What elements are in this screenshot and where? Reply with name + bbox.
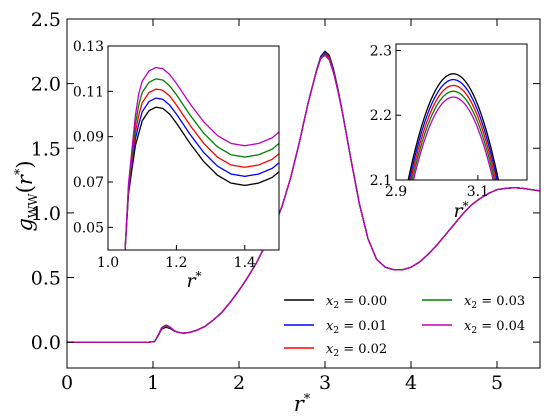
inset-right-y-tick-label: 2.2 [370,108,392,124]
legend-label-0: x2 = 0.00 [326,294,387,311]
inset-left-y-tick-label: 0.11 [73,84,104,100]
y-tick-label: 1.0 [31,203,61,225]
x-axis-label: r* [294,392,311,416]
y-tick-label: 1.5 [31,138,61,160]
inset-left-y-tick-label: 0.05 [73,220,104,236]
inset-left-series-line-4 [124,66,279,250]
main-series-line-4 [67,54,541,343]
inset-left-y-tick-label: 0.09 [73,130,104,146]
x-tick-label: 1 [147,372,159,394]
inset-left-x-axis-label: r* [186,269,201,292]
y-tick-label: 2.0 [31,74,61,96]
inset-right-frame [395,43,528,181]
inset-right-y-tick-label: 2.1 [370,173,392,189]
x-tick-label: 5 [491,372,503,394]
inset-right-lines [407,73,500,180]
x-tick-label: 2 [233,372,245,394]
legend-label-1: x2 = 0.01 [326,319,387,336]
legend-label-2: x2 = 0.02 [326,342,387,359]
inset-right-series-line-1 [408,78,498,180]
main-plot-frame [66,18,541,369]
x-tick-label: 0 [61,372,73,394]
inset-left-series-line-1 [124,97,279,250]
legend-label-4: x2 = 0.04 [464,319,525,336]
y-tick-label: 0.5 [31,268,61,290]
inset-left-x-tick-label: 1.0 [97,255,119,271]
legend-label-3: x2 = 0.03 [464,294,525,311]
y-tick-label: 0.0 [31,332,61,354]
inset-left-y-tick-label: 0.13 [73,39,104,55]
inset-left-x-tick-label: 1.4 [234,255,256,271]
inset-right-series-line-0 [407,73,500,180]
inset-left-frame [107,45,280,251]
inset-left-x-tick-label: 1.2 [165,255,187,271]
inset-left-series-line-2 [124,88,279,250]
inset-right-x-tick-label: 3.1 [467,184,489,200]
inset-right-x-axis-label: r* [453,199,468,222]
inset-right-series-line-3 [411,90,496,180]
inset-left-series-line-3 [124,78,279,250]
inset-left-series-line-0 [124,106,279,250]
inset-right-series-line-4 [412,96,494,180]
inset-left-y-tick-label: 0.07 [73,175,104,191]
inset-right-x-tick-label: 2.9 [385,184,407,200]
y-axis-label: gWW(r*) [13,160,40,231]
inset-left-lines [124,66,279,250]
x-tick-label: 4 [405,372,417,394]
y-tick-label: 2.5 [31,9,61,31]
inset-right-y-tick-label: 2.3 [370,43,392,59]
x-tick-label: 3 [319,372,331,394]
inset-right-series-line-2 [410,84,497,180]
